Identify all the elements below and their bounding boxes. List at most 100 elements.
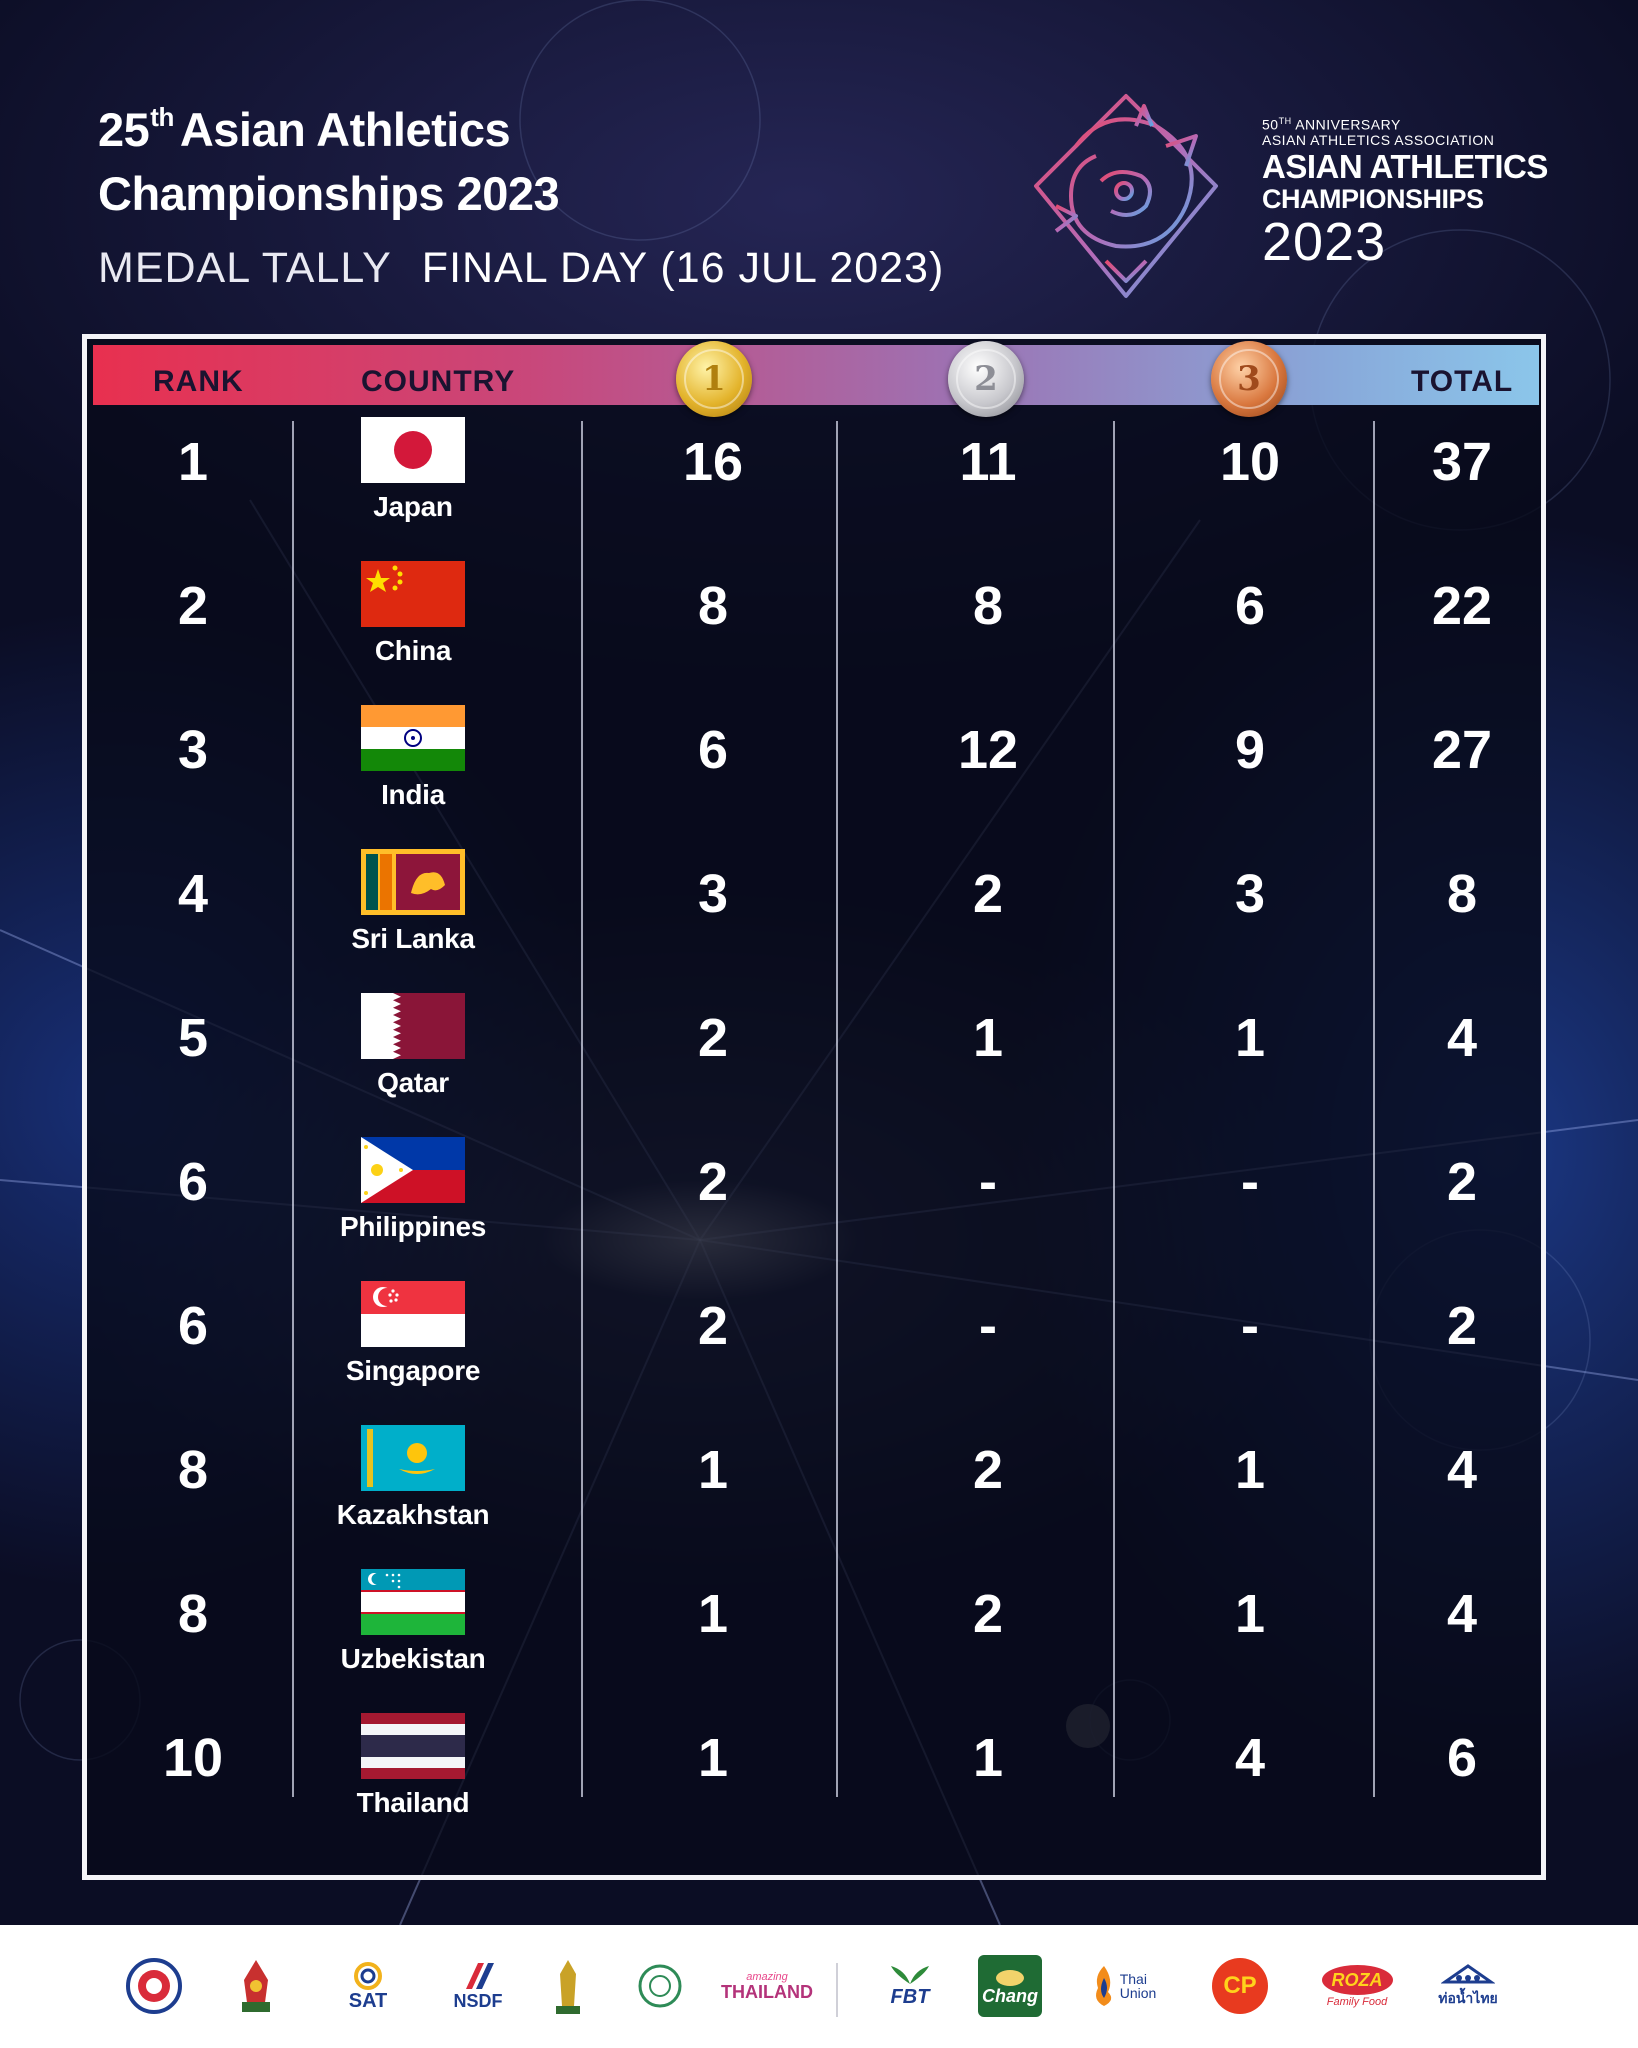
- rank-cell: 1: [177, 432, 209, 492]
- gold-count-cell: 2: [697, 1008, 729, 1068]
- silver-count-cell: 2: [972, 1440, 1004, 1500]
- japan-flag-icon: [361, 417, 465, 483]
- country-name: Kazakhstan: [336, 1499, 490, 1530]
- total-count-cell: 4: [1446, 1584, 1478, 1644]
- country-cell: India: [293, 705, 533, 811]
- total-count-cell: 2: [1446, 1152, 1478, 1212]
- ministry-emblem-logo: [242, 1960, 270, 2012]
- table-row: 2 China 8 8 6 22: [87, 561, 1541, 705]
- chang-text: Chang: [982, 1985, 1038, 2006]
- nsdf-stripes-icon: [466, 1962, 494, 1989]
- final-day-label: FINAL DAY (16 JUL 2023): [421, 244, 945, 292]
- gold-medal-icon: 1: [676, 341, 752, 417]
- rank-cell: 10: [162, 1728, 224, 1788]
- amazing-text: amazing: [746, 1970, 788, 1983]
- gold-count-cell: 8: [697, 576, 729, 636]
- total-count-cell: 4: [1446, 1008, 1478, 1068]
- bronze-medal-icon: 3: [1211, 341, 1287, 417]
- country-name: Thailand: [356, 1787, 470, 1818]
- philippines-flag-icon: [361, 1137, 465, 1203]
- total-count-cell: 27: [1431, 720, 1493, 780]
- bronze-count-cell: 1: [1234, 1440, 1266, 1500]
- table-row: 10 Thailand 1 1 4 6: [87, 1713, 1541, 1857]
- gold-count-cell: 2: [697, 1296, 729, 1356]
- cp-logo: CP: [1212, 1958, 1268, 2014]
- amazing-thailand-logo: amazing THAILAND: [721, 1955, 813, 2017]
- thai-pipe-text: ท่อน้ำไทย: [1438, 1990, 1498, 2006]
- fbt-logo: FBT: [872, 1955, 948, 2017]
- china-flag-icon: [361, 561, 465, 627]
- medal-tally-subtitle: MEDAL TALLY FINAL DAY (16 JUL 2023): [98, 244, 944, 293]
- singapore-flag-icon: [361, 1281, 465, 1347]
- gold-count-cell: 2: [697, 1152, 729, 1212]
- column-divider: [1373, 421, 1375, 1797]
- rank-column-header: RANK: [153, 365, 244, 398]
- silver-count-cell: -: [979, 1152, 997, 1212]
- sponsors-footer: SAT NSDF amazing THAILAND FBT Chang: [0, 1925, 1638, 2048]
- bronze-count-cell: -: [1241, 1152, 1259, 1212]
- brand-line2: CHAMPIONSHIPS: [1262, 183, 1484, 214]
- column-divider: [836, 421, 838, 1797]
- athletics-association-logo: [126, 1958, 182, 2014]
- country-column-header: COUNTRY: [361, 365, 516, 398]
- country-name: India: [381, 779, 445, 810]
- roza-family-food-text: Family Food: [1326, 1995, 1388, 2008]
- bronze-count-cell: 1: [1234, 1584, 1266, 1644]
- thai-pipe-logo: ท่อน้ำไทย: [1428, 1955, 1508, 2017]
- brand-line1: ASIAN ATHLETICS: [1262, 147, 1548, 185]
- country-cell: China: [293, 561, 533, 667]
- country-name: Singapore: [345, 1355, 481, 1386]
- gold-count-cell: 1: [697, 1728, 729, 1788]
- country-cell: Qatar: [293, 993, 533, 1099]
- column-divider: [581, 421, 583, 1797]
- silver-count-cell: 1: [972, 1728, 1004, 1788]
- rank-cell: 6: [177, 1296, 209, 1356]
- chang-logo: Chang: [978, 1955, 1042, 2017]
- country-cell: Thailand: [293, 1713, 533, 1819]
- department-seal-logo: [638, 1964, 682, 2008]
- brand-year: 2023: [1262, 211, 1387, 272]
- uzbekistan-flag-icon: [361, 1569, 465, 1635]
- table-row: 5 Qatar 2 1 1 4: [87, 993, 1541, 1137]
- silver-count-cell: 12: [957, 720, 1019, 780]
- total-count-cell: 22: [1431, 576, 1493, 636]
- table-header-bar: RANK COUNTRY 1 2 3 TOTAL: [93, 341, 1539, 417]
- roza-text: ROZA: [1321, 1964, 1393, 1995]
- chang-elephant-icon: [996, 1969, 1024, 1986]
- country-name: Qatar: [377, 1067, 449, 1098]
- column-divider: [1113, 421, 1115, 1797]
- silver-count-cell: 2: [972, 1584, 1004, 1644]
- bronze-count-cell: 3: [1234, 864, 1266, 924]
- total-count-cell: 37: [1431, 432, 1493, 492]
- rank-cell: 8: [177, 1440, 209, 1500]
- silver-medal-icon: 2: [948, 341, 1024, 417]
- nsdf-logo: NSDF: [438, 1955, 518, 2017]
- bronze-count-cell: -: [1241, 1296, 1259, 1356]
- event-title-line1: 25th Asian Athletics: [98, 102, 511, 156]
- total-count-cell: 8: [1446, 864, 1478, 924]
- kazakhstan-flag-icon: [361, 1425, 465, 1491]
- column-divider: [292, 421, 294, 1797]
- total-count-cell: 6: [1446, 1728, 1478, 1788]
- rank-cell: 6: [177, 1152, 209, 1212]
- country-cell: Japan: [293, 417, 533, 523]
- table-row: 8 Uzbekistan 1 2 1 4: [87, 1569, 1541, 1713]
- sat-rings-icon: [354, 1961, 382, 1990]
- country-name: Japan: [373, 491, 453, 522]
- association-text: ASIAN ATHLETICS ASSOCIATION: [1262, 131, 1495, 148]
- country-name: Sri Lanka: [351, 923, 475, 954]
- silver-count-cell: -: [979, 1296, 997, 1356]
- championship-brand-mark: 50TH ANNIVERSARY ASIAN ATHLETICS ASSOCIA…: [1262, 114, 1548, 270]
- table-row: 3 India 6 12 9 27: [87, 705, 1541, 849]
- thailand-flag-icon: [361, 1713, 465, 1779]
- silver-count-cell: 11: [959, 432, 1017, 492]
- country-name: China: [374, 635, 452, 666]
- championship-emblem-logo: [1034, 94, 1218, 298]
- rank-cell: 4: [177, 864, 209, 924]
- anniversary-text: 50TH ANNIVERSARY: [1262, 116, 1401, 133]
- silver-count-cell: 2: [972, 864, 1004, 924]
- silver-count-cell: 8: [972, 576, 1004, 636]
- nsdf-text: NSDF: [453, 1990, 503, 2011]
- bronze-count-cell: 9: [1234, 720, 1266, 780]
- gold-count-cell: 6: [697, 720, 729, 780]
